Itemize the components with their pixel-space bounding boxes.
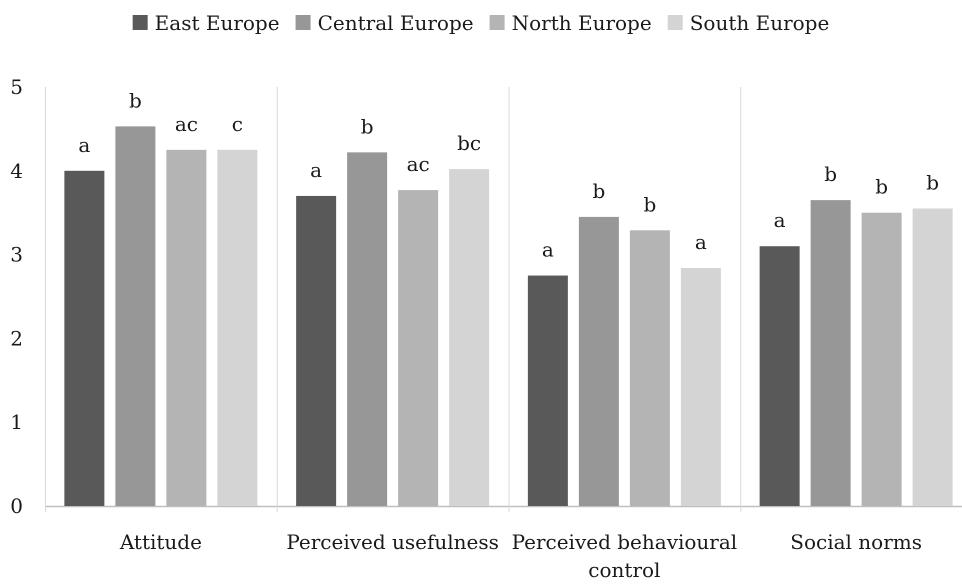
y-tick-label: 1 [10, 410, 23, 434]
bar-significance-label: ac [175, 112, 198, 136]
x-category-label: Social norms [790, 530, 922, 554]
bar-significance-label: bc [457, 131, 481, 155]
legend-swatch [489, 15, 505, 30]
bar [64, 170, 105, 507]
y-tick-label: 0 [10, 494, 23, 518]
bar-significance-label: a [542, 238, 554, 262]
bar-significance-label: a [78, 133, 90, 157]
bar-significance-label: b [824, 162, 837, 186]
bar [115, 126, 156, 507]
y-tick-label: 5 [10, 75, 23, 99]
bar [347, 152, 388, 506]
bar-significance-label: b [926, 171, 939, 195]
x-category-label: Attitude [119, 530, 202, 554]
bar [861, 212, 902, 506]
bar [912, 208, 953, 506]
bar [398, 190, 439, 506]
bar-significance-label: a [695, 230, 707, 254]
legend-label: South Europe [690, 11, 830, 35]
legend-swatch [295, 15, 311, 30]
legend-label: East Europe [155, 11, 280, 35]
bars [64, 126, 953, 507]
bar [217, 149, 258, 506]
bar-significance-label: c [232, 112, 243, 136]
x-category-label: control [588, 558, 660, 582]
bar [578, 216, 619, 506]
bar-significance-label: b [592, 179, 605, 203]
bar-significance-label: b [875, 175, 888, 199]
bar-significance-label: a [774, 208, 786, 232]
x-category-label: Perceived usefulness [286, 530, 499, 554]
bar [296, 195, 337, 506]
y-tick-label: 3 [10, 243, 23, 267]
legend-label: Central Europe [318, 11, 474, 35]
bar [629, 230, 670, 506]
bar-significance-label: a [310, 158, 322, 182]
legend-swatch [667, 15, 683, 30]
bar [166, 149, 207, 506]
bar-significance-label: b [129, 88, 142, 112]
bar-labels: a b ac c a b ac bc a b b a a b b b [78, 88, 939, 261]
bar [759, 246, 800, 506]
legend: East Europe Central Europe North Europe Sou… [132, 11, 830, 35]
y-tick-label: 2 [10, 326, 23, 350]
x-category-label: Perceived behavioural [512, 530, 738, 554]
bar [680, 268, 721, 506]
y-tick-label: 4 [10, 159, 23, 183]
axes: 0 1 2 3 4 5 Attitude Perceived usefulness Percei… [10, 75, 962, 582]
legend-label: North Europe [512, 11, 652, 35]
bar [527, 275, 568, 506]
bar [449, 169, 490, 506]
bar-significance-label: b [643, 192, 656, 216]
bar-significance-label: b [361, 114, 374, 138]
bar-significance-label: ac [407, 152, 430, 176]
legend-swatch [132, 15, 148, 30]
bar [810, 200, 851, 506]
